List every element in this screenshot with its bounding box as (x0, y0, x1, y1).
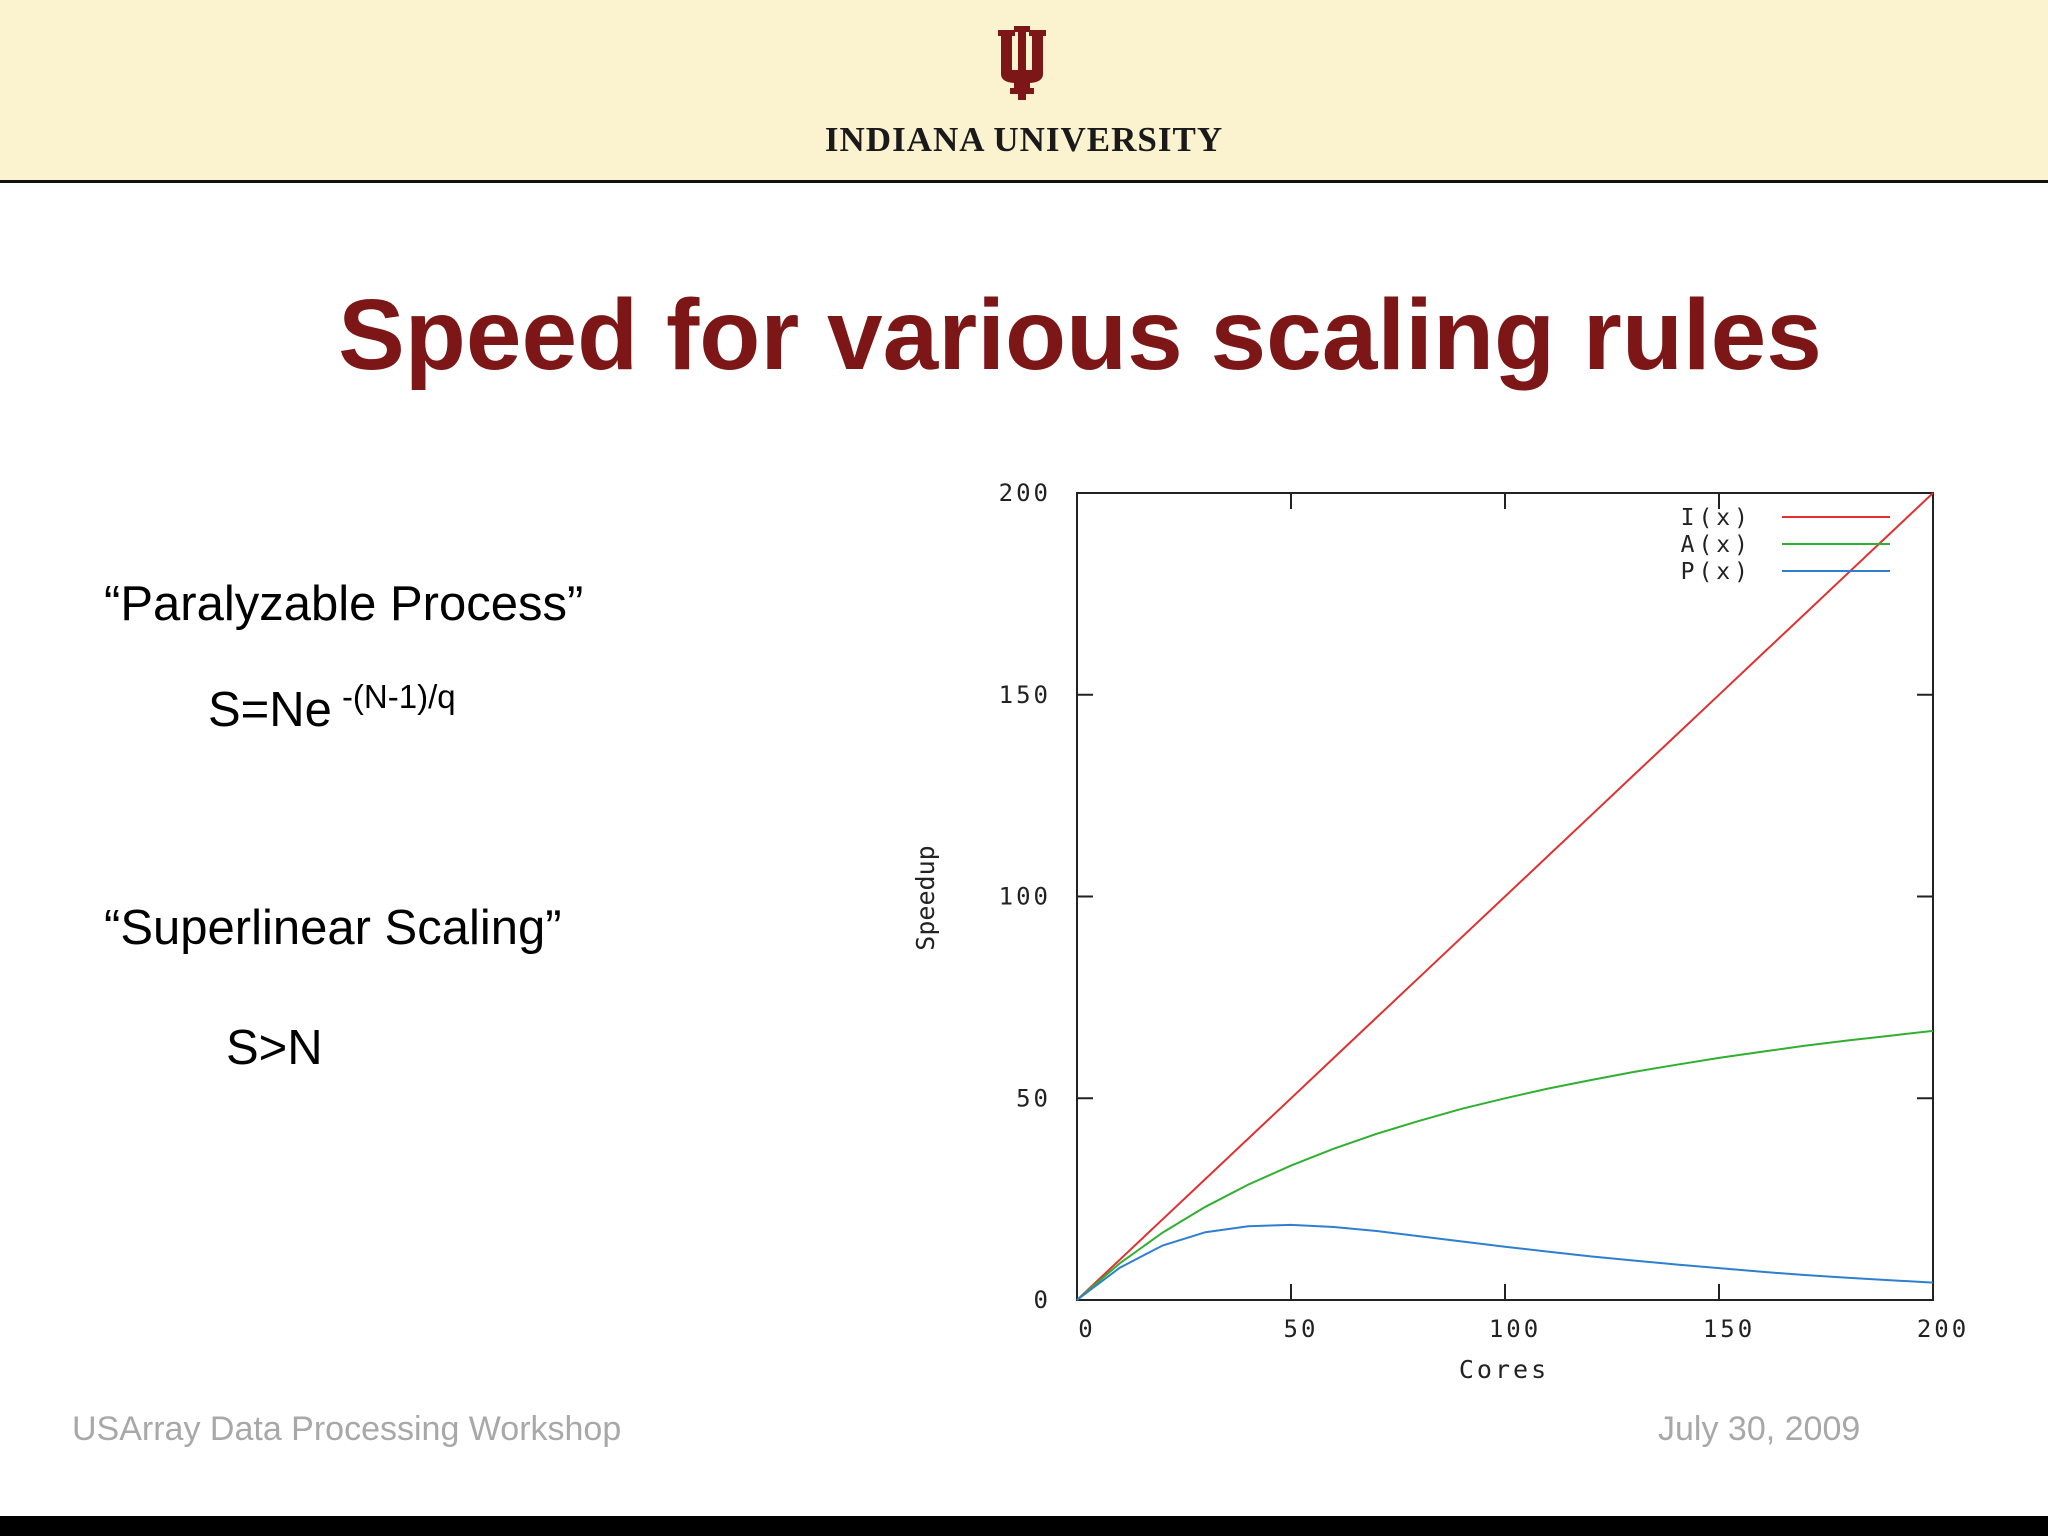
iu-trident-shape (998, 26, 1046, 100)
x-axis-label: Cores (1459, 1355, 1549, 1384)
paralyzable-formula-base: S=Ne (208, 683, 332, 738)
superlinear-formula: S>N (226, 1021, 323, 1075)
legend-label-2: A(x) (1681, 532, 1752, 558)
paralyzable-formula-exponent: -(N-1)/q (341, 678, 456, 715)
bottom-bar (0, 1516, 2048, 1536)
footer-workshop: USArray Data Processing Workshop (72, 1410, 622, 1448)
y-tick-label: 200 (999, 479, 1051, 507)
y-tick-label: 50 (1016, 1084, 1051, 1112)
x-tick-label: 200 (1917, 1315, 1969, 1343)
series-line-2 (1076, 1029, 1934, 1301)
superlinear-heading: “Superlinear Scaling” (104, 901, 562, 955)
legend-label-3: P(x) (1681, 559, 1752, 585)
y-axis-label: Speedup (911, 845, 940, 950)
x-tick-label: 0 (1078, 1315, 1095, 1343)
university-name: INDIANA UNIVERSITY (824, 120, 1224, 159)
series-line-1 (1076, 492, 1934, 1301)
paralyzable-heading: “Paralyzable Process” (104, 577, 584, 631)
axis-ticks: 0 50 100 150 200 0 50 100 150 200 (999, 479, 1969, 1343)
x-tick-label: 100 (1489, 1315, 1541, 1343)
paralyzable-formula: S=Ne -(N-1)/q (208, 678, 456, 738)
header-banner: INDIANA UNIVERSITY (0, 0, 2048, 183)
y-tick-label: 150 (999, 681, 1051, 709)
x-tick-label: 50 (1284, 1315, 1319, 1343)
chart-legend: I(x)A(x)P(x) (1681, 505, 1890, 585)
y-tick-label: 0 (1034, 1286, 1051, 1314)
y-tick-label: 100 (999, 883, 1051, 911)
series-lines (1076, 492, 1934, 1301)
x-tick-label: 150 (1703, 1315, 1755, 1343)
footer-date: July 30, 2009 (1658, 1410, 1861, 1448)
iu-trident-icon (998, 26, 1046, 100)
legend-label-1: I(x) (1681, 505, 1752, 531)
slide-title: Speed for various scaling rules (338, 279, 1822, 391)
series-line-3 (1076, 1223, 1934, 1301)
